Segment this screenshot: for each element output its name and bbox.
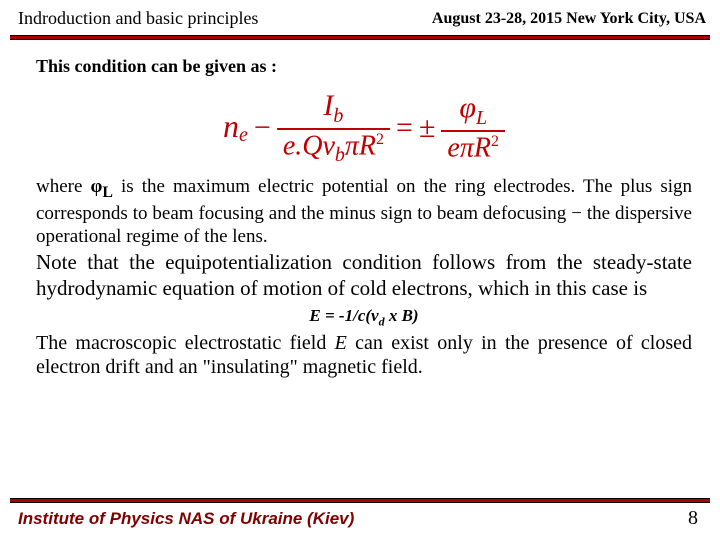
footer-rule	[10, 498, 710, 503]
eq-pm: ±	[419, 111, 435, 145]
header: Indroduction and basic principles August…	[0, 0, 720, 35]
eq-frac1-num-sub: b	[333, 105, 343, 127]
page-number: 8	[688, 507, 698, 530]
eq-frac2-num-sym: φ	[459, 91, 476, 124]
paragraph-1: where φL is the maximum electric potenti…	[36, 175, 692, 248]
footer: Institute of Physics NAS of Ukraine (Kie…	[0, 498, 720, 530]
eq-lhs-sub: e	[239, 125, 248, 147]
eq-frac2-den: eπR	[447, 133, 491, 164]
eqs-tail: x B)	[385, 306, 419, 325]
eq-minus: −	[254, 111, 271, 145]
para1-a: where	[36, 176, 90, 197]
para3-E: E	[335, 332, 347, 354]
eq-lhs-sym: n	[223, 108, 239, 144]
eq-frac1-den-sub: b	[335, 144, 345, 166]
main-equation: ne − Ib e.QvbπR2 = ± φL eπR2	[36, 87, 692, 175]
eq-frac1-sup: 2	[376, 131, 384, 148]
para3-a: The macroscopic electrostatic field	[36, 332, 335, 354]
para1-b: is the maximum electric potential on the…	[36, 176, 692, 247]
para1-phi-sub: L	[102, 184, 113, 201]
eq-frac1-den-b: πR	[345, 130, 376, 161]
eq-frac2-num-sub: L	[476, 107, 487, 129]
small-equation: E = -1/c(vd x B)	[36, 306, 692, 329]
eq-equals: =	[396, 111, 413, 145]
eqs-a: E = -1/	[309, 306, 357, 325]
eq-frac1: Ib e.QvbπR2	[277, 91, 390, 165]
eq-frac1-den-a: e.Qv	[283, 130, 335, 161]
eq-frac2-sup: 2	[491, 133, 499, 150]
eq-frac2: φL eπR2	[441, 93, 505, 162]
lead-text: This condition can be given as :	[36, 56, 692, 77]
eq-frac1-num-sym: I	[323, 89, 333, 122]
conference-info: August 23-28, 2015 New York City, USA	[432, 10, 706, 28]
section-title: Indroduction and basic principles	[18, 8, 258, 29]
eqs-b: (v	[365, 306, 378, 325]
institute-name: Institute of Physics NAS of Ukraine (Kie…	[18, 509, 354, 529]
content: This condition can be given as : ne − Ib…	[0, 40, 720, 380]
paragraph-3: The macroscopic electrostatic field E ca…	[36, 331, 692, 380]
paragraph-2: Note that the equipotentialization condi…	[36, 250, 692, 301]
para1-phi: φ	[90, 176, 102, 197]
